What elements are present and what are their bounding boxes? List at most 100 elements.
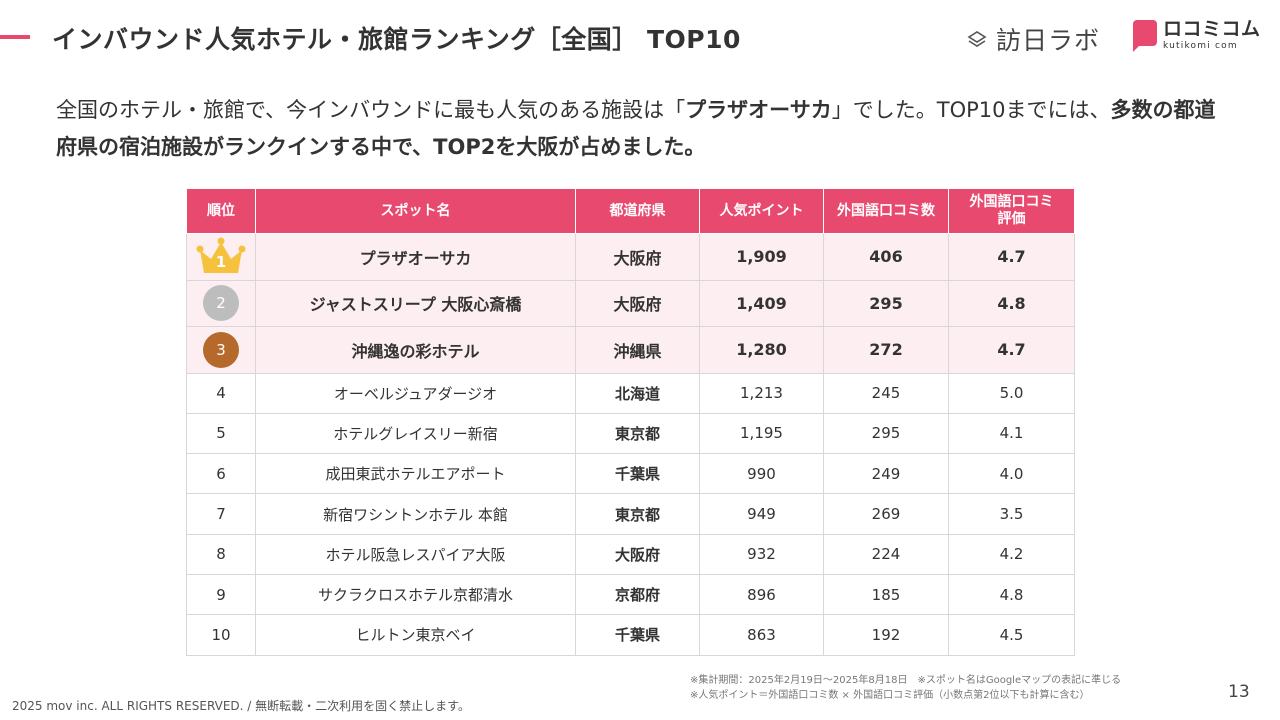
kuchikomi-logo-romaji: kutikomi com xyxy=(1163,41,1238,51)
gold-crown-icon: 1 xyxy=(195,237,247,277)
header-review-rating: 外国語口コミ評価 xyxy=(948,188,1075,234)
review-count-cell: 272 xyxy=(823,326,949,374)
rating-cell: 4.7 xyxy=(948,326,1075,374)
rank-cell: 7 xyxy=(186,493,256,535)
rank-number: 1 xyxy=(215,252,227,271)
silver-medal-icon: 2 xyxy=(203,285,239,322)
copyright-notice: 2025 mov inc. ALL RIGHTS RESERVED. / 無断転… xyxy=(12,699,470,713)
ranking-table: 順位 スポット名 都道府県 人気ポイント 外国語口コミ数 外国語口コミ評価 1 xyxy=(186,188,1075,656)
spot-name-cell: サクラクロスホテル京都清水 xyxy=(255,573,576,616)
table-row: 4 オーベルジュアダージオ 北海道 1,213 245 5.0 xyxy=(186,372,1075,414)
lead-paragraph: 全国のホテル・旅館で、今インバウンドに最も人気のある施設は「プラザオーサカ」でし… xyxy=(56,92,1236,166)
table-row: 9 サクラクロスホテル京都清水 京都府 896 185 4.8 xyxy=(186,573,1075,616)
review-count-cell: 406 xyxy=(823,233,949,281)
footnote-period: ※集計期間：2025年2月19日〜2025年8月18日 ※スポット名はGoogl… xyxy=(690,675,1122,686)
spot-name-cell: プラザオーサカ xyxy=(255,233,576,281)
header-review-rating-text: 外国語口コミ評価 xyxy=(969,194,1054,227)
spot-name-cell: 新宿ワシントンホテル 本館 xyxy=(255,493,576,535)
prefecture-cell: 京都府 xyxy=(575,573,700,616)
table-row: 3 沖縄逸の彩ホテル 沖縄県 1,280 272 4.7 xyxy=(186,326,1075,374)
review-count-cell: 245 xyxy=(823,372,949,414)
header-spot-name: スポット名 xyxy=(255,188,576,234)
houmon-lab-logo-text: 訪日ラボ xyxy=(996,26,1101,55)
prefecture-cell: 千葉県 xyxy=(575,453,700,495)
rank-cell: 4 xyxy=(186,372,256,414)
table-row: 10 ヒルトン東京ベイ 千葉県 863 192 4.5 xyxy=(186,614,1075,656)
prefecture-cell: 北海道 xyxy=(575,372,700,414)
page-number: 13 xyxy=(1228,682,1250,702)
points-cell: 1,909 xyxy=(699,233,824,281)
prefecture-cell: 大阪府 xyxy=(575,279,700,327)
table-row: 1 プラザオーサカ 大阪府 1,909 406 4.7 xyxy=(186,233,1075,281)
lead-highlight-2: 多数の都道府県の宿泊施設がランクインする中で、TOP2を大阪が占めました。 xyxy=(56,98,1216,159)
points-cell: 1,195 xyxy=(699,412,824,455)
rank-cell: 5 xyxy=(186,412,256,455)
points-cell: 896 xyxy=(699,573,824,616)
rating-cell: 5.0 xyxy=(948,372,1075,414)
rating-cell: 4.0 xyxy=(948,453,1075,495)
rating-cell: 4.1 xyxy=(948,412,1075,455)
rank-cell: 10 xyxy=(186,614,256,656)
rating-cell: 4.7 xyxy=(948,233,1075,281)
spot-name-cell: オーベルジュアダージオ xyxy=(255,372,576,414)
table-row: 7 新宿ワシントンホテル 本館 東京都 949 269 3.5 xyxy=(186,493,1075,535)
points-cell: 1,409 xyxy=(699,279,824,327)
rating-cell: 4.2 xyxy=(948,533,1075,575)
review-count-cell: 185 xyxy=(823,573,949,616)
title-accent-bar xyxy=(0,35,30,39)
lead-text-2: 」でした。TOP10までには、 xyxy=(831,98,1111,122)
prefecture-cell: 沖縄県 xyxy=(575,326,700,374)
spot-name-cell: ホテル阪急レスパイア大阪 xyxy=(255,533,576,575)
rating-cell: 4.8 xyxy=(948,279,1075,327)
header-popularity-points: 人気ポイント xyxy=(699,188,824,234)
review-count-cell: 269 xyxy=(823,493,949,535)
review-count-cell: 192 xyxy=(823,614,949,656)
houmon-lab-logo: 訪日ラボ xyxy=(966,22,1100,56)
rank-cell: 1 xyxy=(186,233,256,281)
review-count-cell: 249 xyxy=(823,453,949,495)
table-row: 5 ホテルグレイスリー新宿 東京都 1,195 295 4.1 xyxy=(186,412,1075,455)
footnotes: ※集計期間：2025年2月19日〜2025年8月18日 ※スポット名はGoogl… xyxy=(690,673,1121,703)
prefecture-cell: 東京都 xyxy=(575,493,700,535)
table-header-row: 順位 スポット名 都道府県 人気ポイント 外国語口コミ数 外国語口コミ評価 xyxy=(186,188,1075,234)
points-cell: 932 xyxy=(699,533,824,575)
prefecture-cell: 大阪府 xyxy=(575,533,700,575)
prefecture-cell: 千葉県 xyxy=(575,614,700,656)
footnote-formula: ※人気ポイント＝外国語口コミ数 × 外国語口コミ評価（小数点第2位以下も計算に含… xyxy=(690,690,1090,701)
header-rank: 順位 xyxy=(186,188,256,234)
review-count-cell: 224 xyxy=(823,533,949,575)
header-review-count: 外国語口コミ数 xyxy=(823,188,949,234)
rank-cell: 2 xyxy=(186,279,256,327)
spot-name-cell: 成田東武ホテルエアポート xyxy=(255,453,576,495)
rank-cell: 3 xyxy=(186,326,256,374)
points-cell: 1,280 xyxy=(699,326,824,374)
spot-name-cell: ジャストスリープ 大阪心斎橋 xyxy=(255,279,576,327)
points-cell: 990 xyxy=(699,453,824,495)
page-title: インバウンド人気ホテル・旅館ランキング［全国］ TOP10 xyxy=(52,25,741,54)
rank-cell: 9 xyxy=(186,573,256,616)
review-count-cell: 295 xyxy=(823,412,949,455)
lead-highlight-1: プラザオーサカ xyxy=(685,98,832,122)
prefecture-cell: 東京都 xyxy=(575,412,700,455)
header-prefecture: 都道府県 xyxy=(575,188,700,234)
rating-cell: 4.8 xyxy=(948,573,1075,616)
bronze-medal-icon: 3 xyxy=(203,331,239,368)
points-cell: 863 xyxy=(699,614,824,656)
lead-text-1: 全国のホテル・旅館で、今インバウンドに最も人気のある施設は「 xyxy=(56,98,686,122)
points-cell: 1,213 xyxy=(699,372,824,414)
spot-name-cell: ヒルトン東京ベイ xyxy=(255,614,576,656)
houmon-lab-logo-icon xyxy=(967,31,987,47)
table-row: 2 ジャストスリープ 大阪心斎橋 大阪府 1,409 295 4.8 xyxy=(186,279,1075,327)
prefecture-cell: 大阪府 xyxy=(575,233,700,281)
spot-name-cell: ホテルグレイスリー新宿 xyxy=(255,412,576,455)
rating-cell: 3.5 xyxy=(948,493,1075,535)
rank-cell: 6 xyxy=(186,453,256,495)
kuchikomi-logo-kana: ロコミコム xyxy=(1163,18,1261,40)
speech-bubble-icon xyxy=(1133,20,1157,52)
rank-cell: 8 xyxy=(186,533,256,575)
table-row: 6 成田東武ホテルエアポート 千葉県 990 249 4.0 xyxy=(186,453,1075,495)
review-count-cell: 295 xyxy=(823,279,949,327)
table-row: 8 ホテル阪急レスパイア大阪 大阪府 932 224 4.2 xyxy=(186,533,1075,575)
points-cell: 949 xyxy=(699,493,824,535)
spot-name-cell: 沖縄逸の彩ホテル xyxy=(255,326,576,374)
